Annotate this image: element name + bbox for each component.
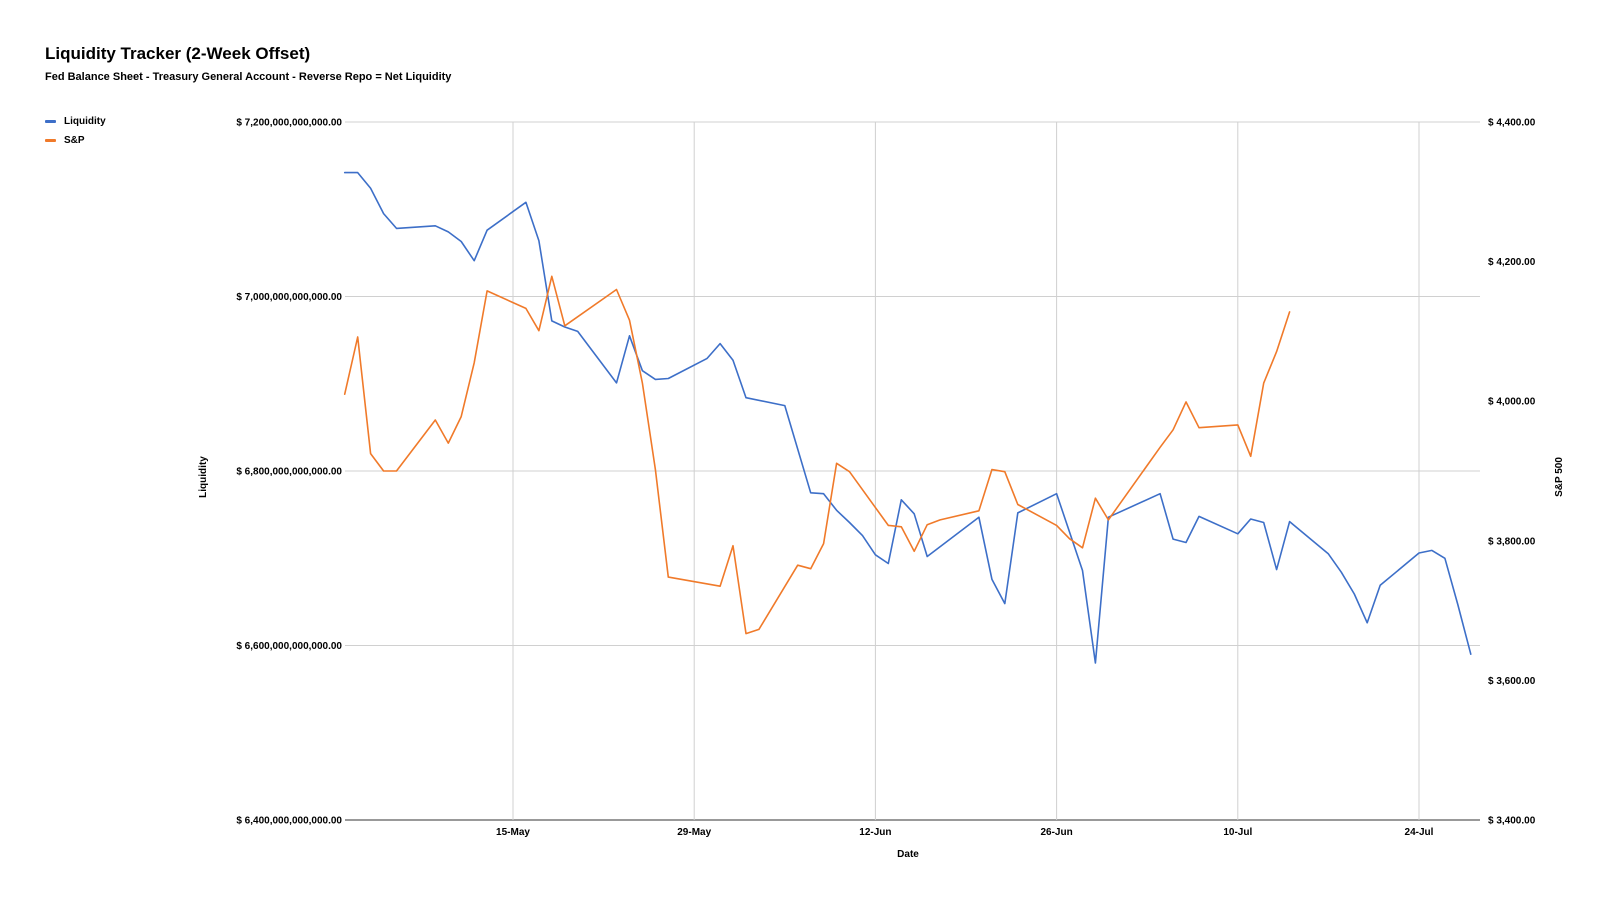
legend-label-sp: S&P [64,135,85,146]
x-tick-label: 10-Jul [1223,827,1252,838]
legend-item-liquidity[interactable]: Liquidity [45,112,106,131]
y-right-tick-label: $ 3,400.00 [1488,816,1536,827]
y-right-tick-label: $ 4,000.00 [1488,397,1536,408]
y-left-tick-label: $ 7,000,000,000,000.00 [236,292,342,303]
legend-swatch-liquidity [45,120,56,123]
y-axis-left-title: Liquidity [198,456,209,498]
grid-lines [345,121,1480,821]
y-left-tick-label: $ 7,200,000,000,000.00 [236,118,342,129]
y-right-tick-label: $ 4,200.00 [1488,257,1536,268]
x-tick-label: 26-Jun [1040,827,1072,838]
y-left-tick-label: $ 6,400,000,000,000.00 [236,816,342,827]
y-right-tick-label: $ 3,800.00 [1488,536,1536,547]
x-axis-ticks: 15-May 29-May 12-Jun 26-Jun 10-Jul 24-Jul [496,827,1434,838]
chart-title: Liquidity Tracker (2-Week Offset) [45,44,311,63]
y-axis-right-title: S&P 500 [1554,457,1565,497]
y-right-tick-label: $ 4,400.00 [1488,118,1536,129]
x-tick-label: 24-Jul [1405,827,1434,838]
x-axis-title: Date [897,849,919,860]
y-left-tick-label: $ 6,600,000,000,000.00 [236,641,342,652]
series-lines [343,171,1472,664]
legend-item-sp[interactable]: S&P [45,131,106,150]
x-tick-label: 29-May [677,827,711,838]
series-line-liquidity[interactable] [343,171,1472,664]
series-line-sp[interactable] [343,275,1291,635]
y-axis-right-ticks: $ 3,400.00 $ 3,600.00 $ 3,800.00 $ 4,000.00… [1488,118,1536,827]
y-axis-left-ticks: $ 6,400,000,000,000.00 $ 6,600,000,000,00… [236,118,342,827]
y-left-tick-label: $ 6,800,000,000,000.00 [236,467,342,478]
y-right-tick-label: $ 3,600.00 [1488,676,1536,687]
legend-label-liquidity: Liquidity [64,116,106,127]
x-tick-label: 12-Jun [859,827,891,838]
legend-swatch-sp [45,139,56,142]
chart-subtitle: Fed Balance Sheet - Treasury General Acc… [45,71,452,83]
x-tick-label: 15-May [496,827,530,838]
chart-legend: Liquidity S&P [45,112,106,150]
